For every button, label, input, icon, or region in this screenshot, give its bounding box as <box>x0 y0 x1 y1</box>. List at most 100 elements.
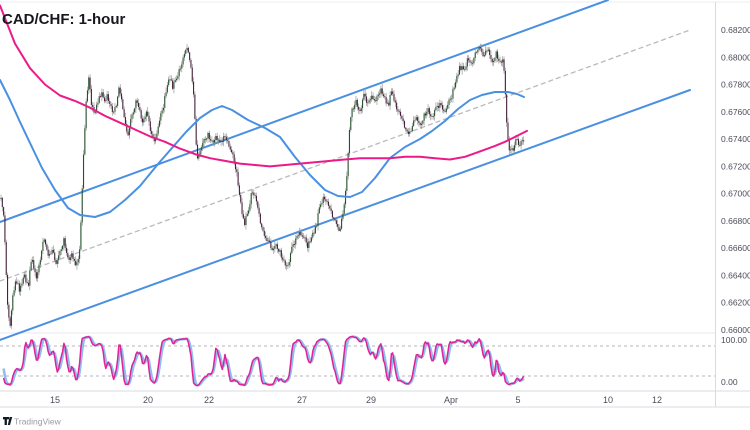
candle <box>65 247 68 253</box>
candle <box>123 109 125 118</box>
trend-channel[interactable] <box>0 0 691 341</box>
candle <box>26 282 28 284</box>
candle <box>81 188 83 223</box>
candle <box>94 112 96 113</box>
candle <box>90 88 92 105</box>
candle <box>58 255 60 261</box>
tradingview-attribution[interactable]: TradingView <box>3 417 62 427</box>
candle <box>276 244 278 249</box>
price-axis-label: 0.67200 <box>721 161 750 171</box>
candle <box>474 52 476 58</box>
candle <box>498 58 500 61</box>
moving-averages-layer <box>0 4 528 218</box>
candle <box>269 240 271 242</box>
candle <box>127 131 129 136</box>
candle <box>426 112 428 116</box>
candle <box>420 123 423 125</box>
candle <box>149 121 151 131</box>
candle <box>223 136 225 142</box>
candle <box>162 107 164 111</box>
candle <box>508 140 510 151</box>
candle <box>211 140 213 142</box>
candle <box>0 197 2 200</box>
time-axis[interactable]: 15 20 22 27 29 Apr 5 10 12 <box>50 395 662 405</box>
candle <box>468 58 470 61</box>
candle <box>320 204 322 208</box>
candle <box>173 82 175 89</box>
candle <box>291 246 293 254</box>
candle <box>453 87 455 89</box>
candle <box>261 223 263 228</box>
candle <box>351 108 353 118</box>
candle <box>439 103 441 108</box>
candle <box>253 192 255 195</box>
stochastic-panel[interactable] <box>0 335 715 387</box>
candle <box>103 97 106 102</box>
fast-ma-line[interactable] <box>0 79 525 218</box>
candle <box>347 153 349 177</box>
candle <box>140 110 142 119</box>
candle <box>411 125 413 132</box>
candle <box>46 244 48 250</box>
candle <box>380 88 382 94</box>
candle <box>464 69 466 71</box>
candle <box>114 107 116 112</box>
channel-upper-line[interactable] <box>0 0 609 223</box>
candle <box>160 113 162 121</box>
candle <box>494 57 496 61</box>
price-axis-label: 0.67600 <box>721 107 750 117</box>
candle <box>175 78 178 81</box>
candle <box>20 285 22 292</box>
candle <box>141 118 144 123</box>
candle <box>97 102 99 105</box>
candle <box>396 102 398 110</box>
channel-lower-line[interactable] <box>0 88 691 341</box>
candle <box>131 114 133 120</box>
candle <box>510 149 512 151</box>
candle <box>178 68 180 77</box>
candle <box>452 88 454 99</box>
candle <box>472 62 474 64</box>
price-axis-label: 0.66400 <box>721 270 750 280</box>
candle <box>331 210 333 218</box>
candle <box>491 58 493 63</box>
candle <box>250 193 252 205</box>
candle <box>483 55 485 57</box>
candle <box>448 99 450 105</box>
candle <box>352 108 354 110</box>
candle <box>279 250 281 252</box>
candle <box>221 140 223 142</box>
candle <box>183 53 185 58</box>
candle <box>402 118 404 122</box>
candle <box>341 218 343 229</box>
candle <box>1 197 3 208</box>
candle <box>400 111 402 116</box>
candle <box>392 91 394 94</box>
candle <box>339 228 341 231</box>
candle <box>145 111 147 117</box>
candle <box>333 217 335 219</box>
candle <box>267 240 269 242</box>
panel-borders <box>0 1 750 408</box>
candle <box>86 90 89 102</box>
candle <box>187 47 189 53</box>
price-axis[interactable]: 0.68200 0.68000 0.67800 0.67600 0.67400 0.672… <box>721 25 750 387</box>
candle <box>54 252 56 260</box>
stoch-k-line[interactable] <box>2 335 525 387</box>
candle <box>427 108 429 113</box>
candle <box>68 257 70 260</box>
candle <box>147 111 149 116</box>
candle <box>390 91 392 96</box>
candle <box>354 104 356 110</box>
slow-ma-line[interactable] <box>0 4 528 168</box>
candle <box>358 106 360 110</box>
candle <box>300 232 302 236</box>
candle <box>330 208 332 211</box>
channel-midline-dashed[interactable] <box>0 29 691 282</box>
candle <box>130 119 132 128</box>
candle <box>5 242 7 275</box>
candle <box>368 100 370 103</box>
candle <box>9 317 11 326</box>
price-axis-label: 0.67400 <box>721 134 750 144</box>
